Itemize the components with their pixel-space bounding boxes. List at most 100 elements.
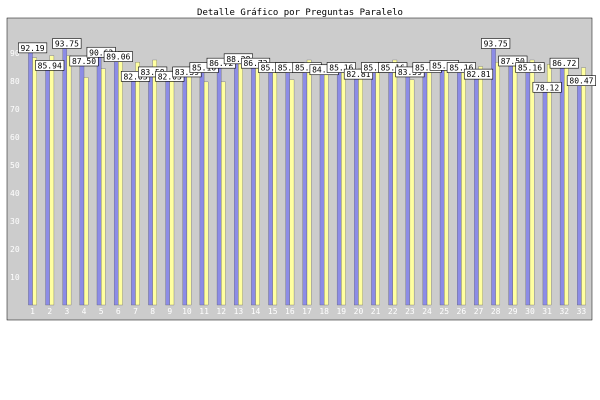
- bar-s2-27: [478, 66, 483, 306]
- bar-s1-5: [96, 51, 102, 306]
- x-tick-label: 18: [319, 307, 329, 316]
- data-label-box: [549, 57, 579, 69]
- bar-s2-3: [66, 55, 72, 306]
- y-tick-label: 50: [10, 161, 20, 170]
- x-tick-label: 9: [167, 307, 172, 316]
- y-tick-label: 20: [10, 245, 20, 254]
- data-label-box: [446, 62, 476, 73]
- bar-s2-13: [238, 55, 243, 306]
- data-label-text: 83.59: [175, 68, 199, 77]
- data-label-text: 93.75: [55, 40, 79, 49]
- x-tick-label: 2: [47, 307, 52, 316]
- x-tick-label: 6: [116, 307, 121, 316]
- bar-s1-27: [474, 72, 479, 306]
- bar-s2-23: [409, 79, 415, 306]
- data-label-text: 87.50: [501, 57, 525, 66]
- bar-s2-2: [49, 55, 55, 306]
- bar-s1-24: [422, 66, 428, 306]
- bar-s2-32: [564, 62, 569, 306]
- bar-s2-12: [221, 81, 226, 306]
- data-label-box: [69, 55, 99, 67]
- x-tick-label: 22: [388, 307, 398, 316]
- x-tick-label: 16: [285, 307, 295, 316]
- bar-s2-19: [341, 64, 346, 306]
- x-tick-label: 21: [371, 307, 381, 316]
- data-label: 85.16: [515, 62, 545, 73]
- bar-s1-28: [491, 42, 496, 306]
- bar-s1-30: [525, 66, 531, 306]
- data-label: 85.94: [35, 60, 65, 71]
- chart-title: Detalle Gráfico por Preguntas Paralelo: [197, 8, 403, 18]
- data-label-box: [326, 62, 356, 73]
- data-label-text: 85.16: [192, 64, 216, 73]
- x-tick-label: 26: [457, 307, 467, 316]
- data-label-text: 88.28: [226, 55, 250, 64]
- data-label-text: 80.47: [569, 77, 593, 86]
- x-axis: 1 2 3 4 5 6 7 8 9 10 11 12 13 14 15 16 17 18 19 20 21 22 23 24 2…: [30, 307, 586, 316]
- data-label-text: 86.72: [552, 59, 576, 68]
- data-label-text: 86.72: [209, 59, 233, 68]
- x-tick-label: 32: [559, 307, 569, 316]
- data-label: 86.72: [549, 57, 579, 69]
- data-labels: 92.1985.9493.7587.5090.6289.0682.0383.59…: [18, 38, 596, 93]
- y-tick-label: 10: [10, 273, 20, 282]
- x-tick-label: 4: [82, 307, 87, 316]
- bar-s2-9: [169, 70, 175, 306]
- bar-s2-30: [529, 59, 535, 306]
- x-tick-label: 12: [216, 307, 226, 316]
- bar-s1-17: [302, 66, 308, 306]
- data-label-box: [498, 55, 528, 67]
- y-tick-label: 40: [10, 189, 20, 198]
- bar-s1-16: [285, 66, 290, 306]
- bar-s2-17: [306, 59, 312, 306]
- x-tick-label: 8: [150, 307, 155, 316]
- data-label-text: 85.16: [295, 64, 319, 73]
- data-label-box: [103, 51, 133, 62]
- x-tick-label: 28: [491, 307, 501, 316]
- data-label: 93.75: [52, 38, 82, 49]
- data-label: 82.81: [463, 68, 494, 80]
- data-label: 78.12: [532, 81, 562, 93]
- data-label-text: 85.16: [329, 64, 353, 73]
- data-label: 82.81: [343, 68, 374, 80]
- data-label-text: 85.16: [381, 64, 405, 73]
- data-label-text: 82.03: [158, 72, 182, 81]
- y-tick-label: 90: [10, 49, 20, 58]
- bar-s2-33: [581, 67, 586, 306]
- bar-s1-12: [216, 62, 222, 306]
- data-label-text: 85.16: [518, 64, 542, 73]
- bar-s2-31: [546, 64, 552, 306]
- x-tick-label: 25: [439, 307, 449, 316]
- bar-s1-7: [131, 75, 136, 306]
- x-tick-label: 1: [30, 307, 35, 316]
- data-label-text: 85.94: [432, 61, 456, 70]
- y-axis: 10 20 30 40 50 60 70 80 90: [10, 49, 20, 282]
- data-label-box: [18, 42, 48, 54]
- data-label-box: [515, 62, 545, 73]
- bar-s1-33: [577, 79, 582, 306]
- data-label-text: 90.62: [89, 48, 113, 57]
- bar-s2-28: [495, 62, 501, 306]
- x-tick-label: 3: [64, 307, 69, 316]
- bar-s2-4: [83, 77, 89, 306]
- x-tick-label: 7: [133, 307, 138, 316]
- y-tick-label: 70: [10, 105, 20, 114]
- data-label: 85.16: [326, 62, 356, 73]
- data-label: 89.06: [103, 51, 133, 62]
- y-tick-label: 80: [10, 77, 20, 86]
- bar-s1-2: [45, 64, 50, 306]
- data-label-box: [463, 68, 494, 80]
- data-label: 87.50: [498, 55, 528, 67]
- x-tick-label: 31: [542, 307, 552, 316]
- bar-s1-8: [148, 70, 153, 306]
- data-label-text: 84.38: [312, 66, 336, 75]
- data-label: 80.47: [566, 75, 596, 86]
- data-label: 85.16: [446, 62, 476, 73]
- bar-s2-1: [32, 57, 37, 306]
- bar-s2-29: [512, 62, 518, 306]
- bar-s2-7: [135, 62, 140, 306]
- data-label-text: 89.06: [106, 53, 130, 62]
- x-tick-label: 27: [474, 307, 484, 316]
- data-label-text: 82.81: [466, 70, 490, 79]
